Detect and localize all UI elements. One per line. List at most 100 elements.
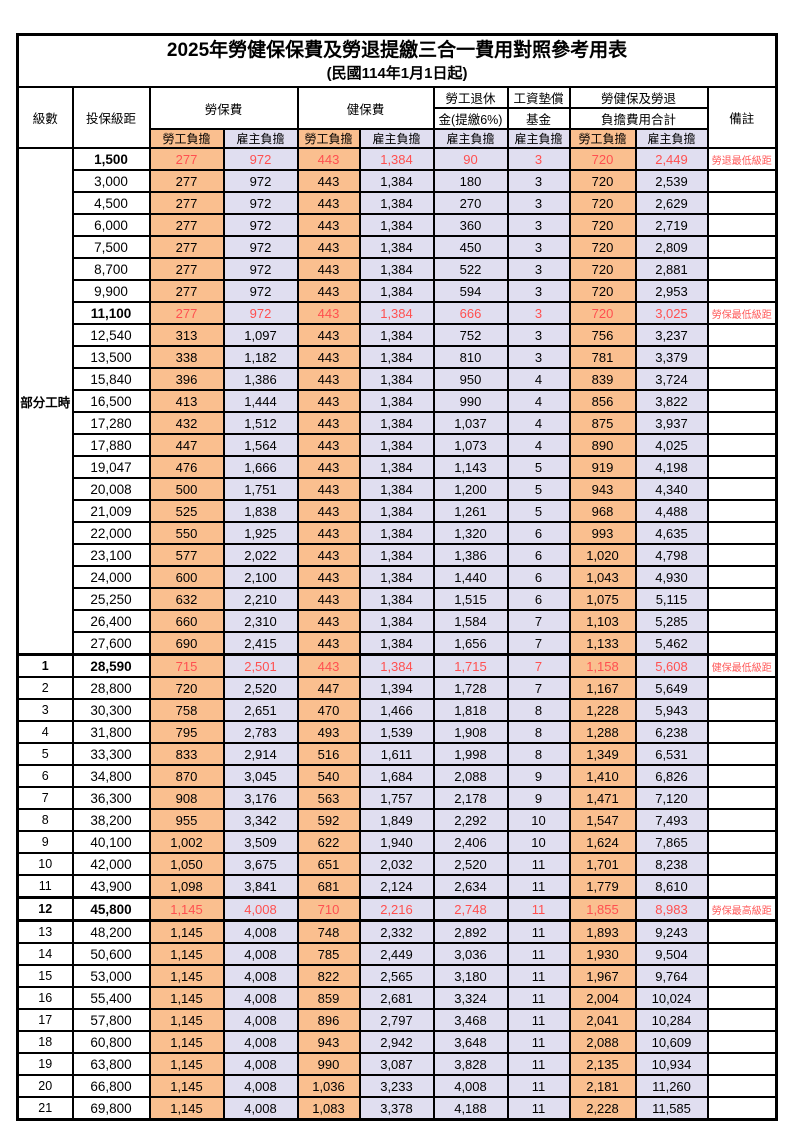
cell-pension-employer: 1,320 — [432, 521, 509, 545]
cell-health-employer: 1,384 — [358, 521, 435, 545]
cell-wage-fund-employer: 3 — [506, 323, 571, 347]
cell-total-worker: 1,158 — [568, 653, 637, 678]
cell-total-worker: 1,701 — [568, 852, 637, 876]
cell-pension-employer: 4,188 — [432, 1096, 509, 1121]
cell-level: 9 — [16, 830, 74, 854]
cell-bracket: 9,900 — [71, 279, 151, 303]
table-row: 18 60,800 1,145 4,008 943 2,942 3,648 11 2,088 10… — [16, 1030, 778, 1054]
cell-total-employer: 3,724 — [634, 367, 709, 391]
cell-total-employer: 9,504 — [634, 942, 709, 966]
cell-bracket: 40,100 — [71, 830, 151, 854]
cell-total-worker: 720 — [568, 213, 637, 237]
cell-wage-fund-employer: 8 — [506, 698, 571, 722]
cell-total-employer: 11,260 — [634, 1074, 709, 1098]
cell-labor-employer: 972 — [222, 235, 299, 259]
cell-labor-worker: 1,145 — [148, 1008, 225, 1032]
cell-bracket: 55,400 — [71, 986, 151, 1010]
table-row: 11,100 277 972 443 1,384 666 3 720 3,025 勞保最低級距 — [18, 301, 778, 325]
cell-labor-employer: 1,444 — [222, 389, 299, 413]
cell-wage-fund-employer: 11 — [506, 1096, 571, 1121]
cell-health-worker: 443 — [296, 433, 361, 457]
cell-total-employer: 9,764 — [634, 964, 709, 988]
cell-wage-fund-employer: 5 — [506, 477, 571, 501]
cell-labor-employer: 1,386 — [222, 367, 299, 391]
cell-total-worker: 919 — [568, 455, 637, 479]
cell-remark — [706, 345, 778, 369]
cell-health-worker: 470 — [296, 698, 361, 722]
table-row: 6,000 277 972 443 1,384 360 3 720 2,719 — [18, 213, 778, 237]
cell-total-worker: 1,349 — [568, 742, 637, 766]
cell-wage-fund-employer: 10 — [506, 830, 571, 854]
table-row: 4,500 277 972 443 1,384 270 3 720 2,629 — [18, 191, 778, 215]
header-health-insurance: 健保費 — [296, 86, 435, 130]
cell-labor-worker: 396 — [148, 367, 225, 391]
cell-level: 4 — [16, 720, 74, 744]
cell-remark — [706, 389, 778, 413]
cell-wage-fund-employer: 6 — [506, 521, 571, 545]
cell-level: 13 — [16, 919, 74, 944]
cell-health-employer: 1,466 — [358, 698, 435, 722]
cell-labor-worker: 795 — [148, 720, 225, 744]
cell-pension-employer: 1,728 — [432, 676, 509, 700]
cell-total-employer: 2,629 — [634, 191, 709, 215]
cell-labor-employer: 2,210 — [222, 587, 299, 611]
table-row: 16,500 413 1,444 443 1,384 990 4 856 3,822 — [18, 389, 778, 413]
cell-labor-employer: 3,045 — [222, 764, 299, 788]
cell-health-worker: 592 — [296, 808, 361, 832]
cell-pension-employer: 1,515 — [432, 587, 509, 611]
table-row: 2 28,800 720 2,520 447 1,394 1,728 7 1,167 5,649 — [16, 676, 778, 700]
cell-total-employer: 3,025 — [634, 301, 709, 325]
cell-level: 18 — [16, 1030, 74, 1054]
cell-health-employer: 1,384 — [358, 433, 435, 457]
cell-bracket: 42,000 — [71, 852, 151, 876]
cell-remark — [706, 1052, 778, 1076]
cell-total-employer: 2,719 — [634, 213, 709, 237]
cell-health-employer: 1,684 — [358, 764, 435, 788]
cell-pension-employer: 360 — [432, 213, 509, 237]
cell-remark — [706, 191, 778, 215]
cell-wage-fund-employer: 11 — [506, 896, 571, 922]
cell-labor-worker: 338 — [148, 345, 225, 369]
table-row: 14 50,600 1,145 4,008 785 2,449 3,036 11 1,930 9,… — [16, 942, 778, 966]
cell-bracket: 16,500 — [71, 389, 151, 413]
cell-wage-fund-employer: 8 — [506, 742, 571, 766]
cell-wage-fund-employer: 3 — [506, 169, 571, 193]
table-row: 13 48,200 1,145 4,008 748 2,332 2,892 11 1,893 9,… — [16, 919, 778, 944]
cell-labor-employer: 972 — [222, 301, 299, 325]
table-row: 12,540 313 1,097 443 1,384 752 3 756 3,237 — [18, 323, 778, 347]
cell-wage-fund-employer: 11 — [506, 919, 571, 944]
cell-bracket: 33,300 — [71, 742, 151, 766]
cell-total-employer: 5,115 — [634, 587, 709, 611]
table-row: 3,000 277 972 443 1,384 180 3 720 2,539 — [18, 169, 778, 193]
cell-level: 12 — [16, 896, 74, 922]
cell-health-worker: 443 — [296, 257, 361, 281]
cell-remark — [706, 543, 778, 567]
header-level: 級數 — [16, 86, 74, 149]
table-row: 20 66,800 1,145 4,008 1,036 3,233 4,008 11 2,181… — [16, 1074, 778, 1098]
cell-wage-fund-employer: 11 — [506, 874, 571, 899]
cell-wage-fund-employer: 9 — [506, 786, 571, 810]
cell-labor-employer: 4,008 — [222, 1030, 299, 1054]
table-row: 23,100 577 2,022 443 1,384 1,386 6 1,020 4,798 — [18, 543, 778, 567]
cell-health-employer: 1,384 — [358, 147, 435, 171]
cell-bracket: 19,047 — [71, 455, 151, 479]
cell-pension-employer: 2,892 — [432, 919, 509, 944]
table-row: 17,880 447 1,564 443 1,384 1,073 4 890 4,025 — [18, 433, 778, 457]
cell-total-worker: 1,471 — [568, 786, 637, 810]
cell-wage-fund-employer: 7 — [506, 676, 571, 700]
cell-total-employer: 4,198 — [634, 455, 709, 479]
table-row: 13,500 338 1,182 443 1,384 810 3 781 3,379 — [18, 345, 778, 369]
table-row: 27,600 690 2,415 443 1,384 1,656 7 1,133 5,462 — [18, 631, 778, 656]
cell-bracket: 53,000 — [71, 964, 151, 988]
cell-health-worker: 443 — [296, 653, 361, 678]
cell-bracket: 6,000 — [71, 213, 151, 237]
cell-wage-fund-employer: 3 — [506, 147, 571, 171]
cell-health-worker: 443 — [296, 521, 361, 545]
cell-total-employer: 2,953 — [634, 279, 709, 303]
cell-labor-employer: 2,310 — [222, 609, 299, 633]
cell-pension-employer: 450 — [432, 235, 509, 259]
cell-level: 6 — [16, 764, 74, 788]
cell-total-worker: 1,855 — [568, 896, 637, 922]
cell-remark: 勞退最低級距 — [706, 147, 778, 171]
cell-level-group: 部分工時 — [16, 147, 74, 656]
